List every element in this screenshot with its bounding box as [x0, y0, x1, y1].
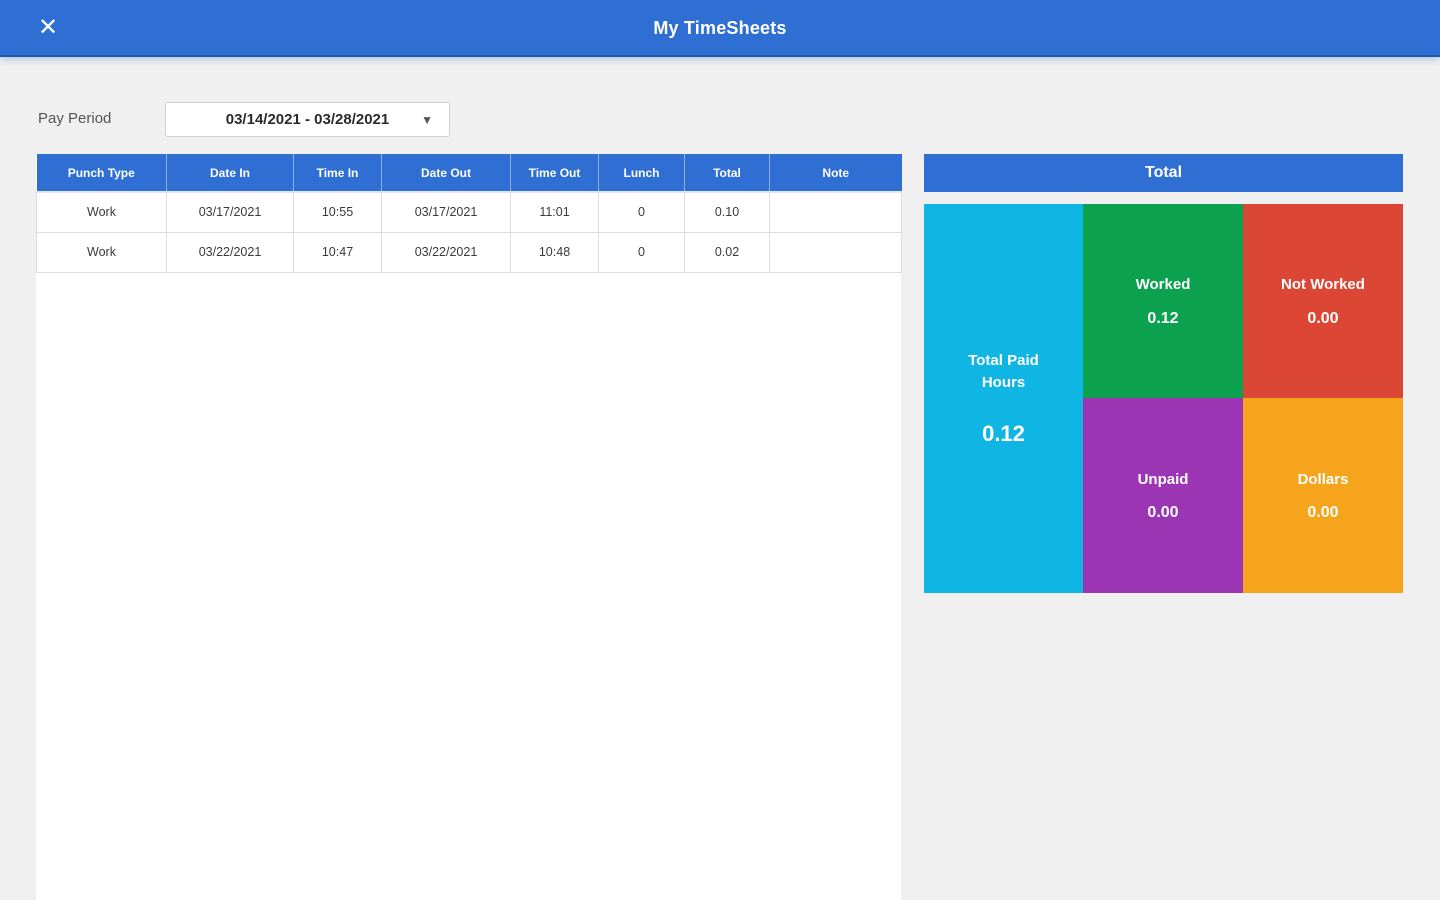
tile-unpaid: Unpaid 0.00	[1083, 398, 1243, 593]
cell-date-in: 03/22/2021	[166, 231, 294, 273]
table-header-row: Punch Type Date In Time In Date Out Time…	[36, 154, 902, 193]
cell-date-out: 03/22/2021	[381, 231, 511, 273]
table-row[interactable]: Work 03/17/2021 10:55 03/17/2021 11:01 0…	[36, 191, 902, 233]
column-header-total: Total	[684, 154, 770, 193]
tile-label: Unpaid	[1137, 470, 1189, 488]
pay-period-value: 03/14/2021 - 03/28/2021	[225, 111, 390, 128]
cell-lunch: 0	[598, 191, 685, 233]
tile-label: Dollars	[1297, 470, 1349, 488]
tile-label: Worked	[1135, 276, 1191, 294]
tile-value: 0.00	[1307, 309, 1339, 327]
column-header-lunch: Lunch	[598, 154, 685, 193]
column-header-time-in: Time In	[293, 154, 382, 193]
cell-time-out: 11:01	[510, 191, 599, 233]
cell-note	[769, 191, 902, 233]
tile-dollars: Dollars 0.00	[1243, 398, 1403, 593]
column-header-date-in: Date In	[166, 154, 294, 193]
tile-value: 0.12	[1147, 309, 1179, 327]
cell-date-out: 03/17/2021	[381, 191, 511, 233]
cell-date-in: 03/17/2021	[166, 191, 294, 233]
tile-value: 0.00	[1147, 504, 1179, 522]
column-header-time-out: Time Out	[510, 154, 599, 193]
timesheet-table: Punch Type Date In Time In Date Out Time…	[36, 154, 902, 273]
cell-time-out: 10:48	[510, 231, 599, 273]
cell-time-in: 10:55	[293, 191, 382, 233]
column-header-date-out: Date Out	[381, 154, 511, 193]
chevron-down-icon: ▼	[421, 112, 433, 127]
column-header-note: Note	[769, 154, 902, 193]
app-header: ✕ My TimeSheets	[0, 0, 1440, 57]
cell-time-in: 10:47	[293, 231, 382, 273]
tile-total-paid-hours: Total Paid Hours 0.12	[924, 204, 1083, 593]
summary-header: Total	[924, 154, 1403, 192]
pay-period-select[interactable]: 03/14/2021 - 03/28/2021 ▼	[165, 102, 450, 137]
tile-label: Total Paid Hours	[968, 351, 1039, 391]
tile-value: 0.12	[982, 421, 1025, 447]
page-title: My TimeSheets	[653, 18, 787, 38]
pay-period-label: Pay Period	[38, 110, 112, 127]
cell-total: 0.02	[684, 231, 770, 273]
cell-punch-type: Work	[36, 231, 167, 273]
column-header-punch-type: Punch Type	[36, 154, 167, 193]
tile-label: Not Worked	[1281, 276, 1365, 294]
summary-tiles: Total Paid Hours 0.12 Worked 0.12 Not Wo…	[924, 204, 1403, 593]
tile-not-worked: Not Worked 0.00	[1243, 204, 1403, 398]
table-row[interactable]: Work 03/22/2021 10:47 03/22/2021 10:48 0…	[36, 231, 902, 273]
cell-total: 0.10	[684, 191, 770, 233]
cell-lunch: 0	[598, 231, 685, 273]
cell-note	[769, 231, 902, 273]
close-icon[interactable]: ✕	[38, 13, 59, 41]
tile-value: 0.00	[1307, 504, 1339, 522]
cell-punch-type: Work	[36, 191, 167, 233]
summary-tile-grid: Worked 0.12 Not Worked 0.00 Unpaid 0.00 …	[1083, 204, 1403, 593]
timesheet-panel: Punch Type Date In Time In Date Out Time…	[36, 154, 902, 900]
tile-worked: Worked 0.12	[1083, 204, 1243, 398]
